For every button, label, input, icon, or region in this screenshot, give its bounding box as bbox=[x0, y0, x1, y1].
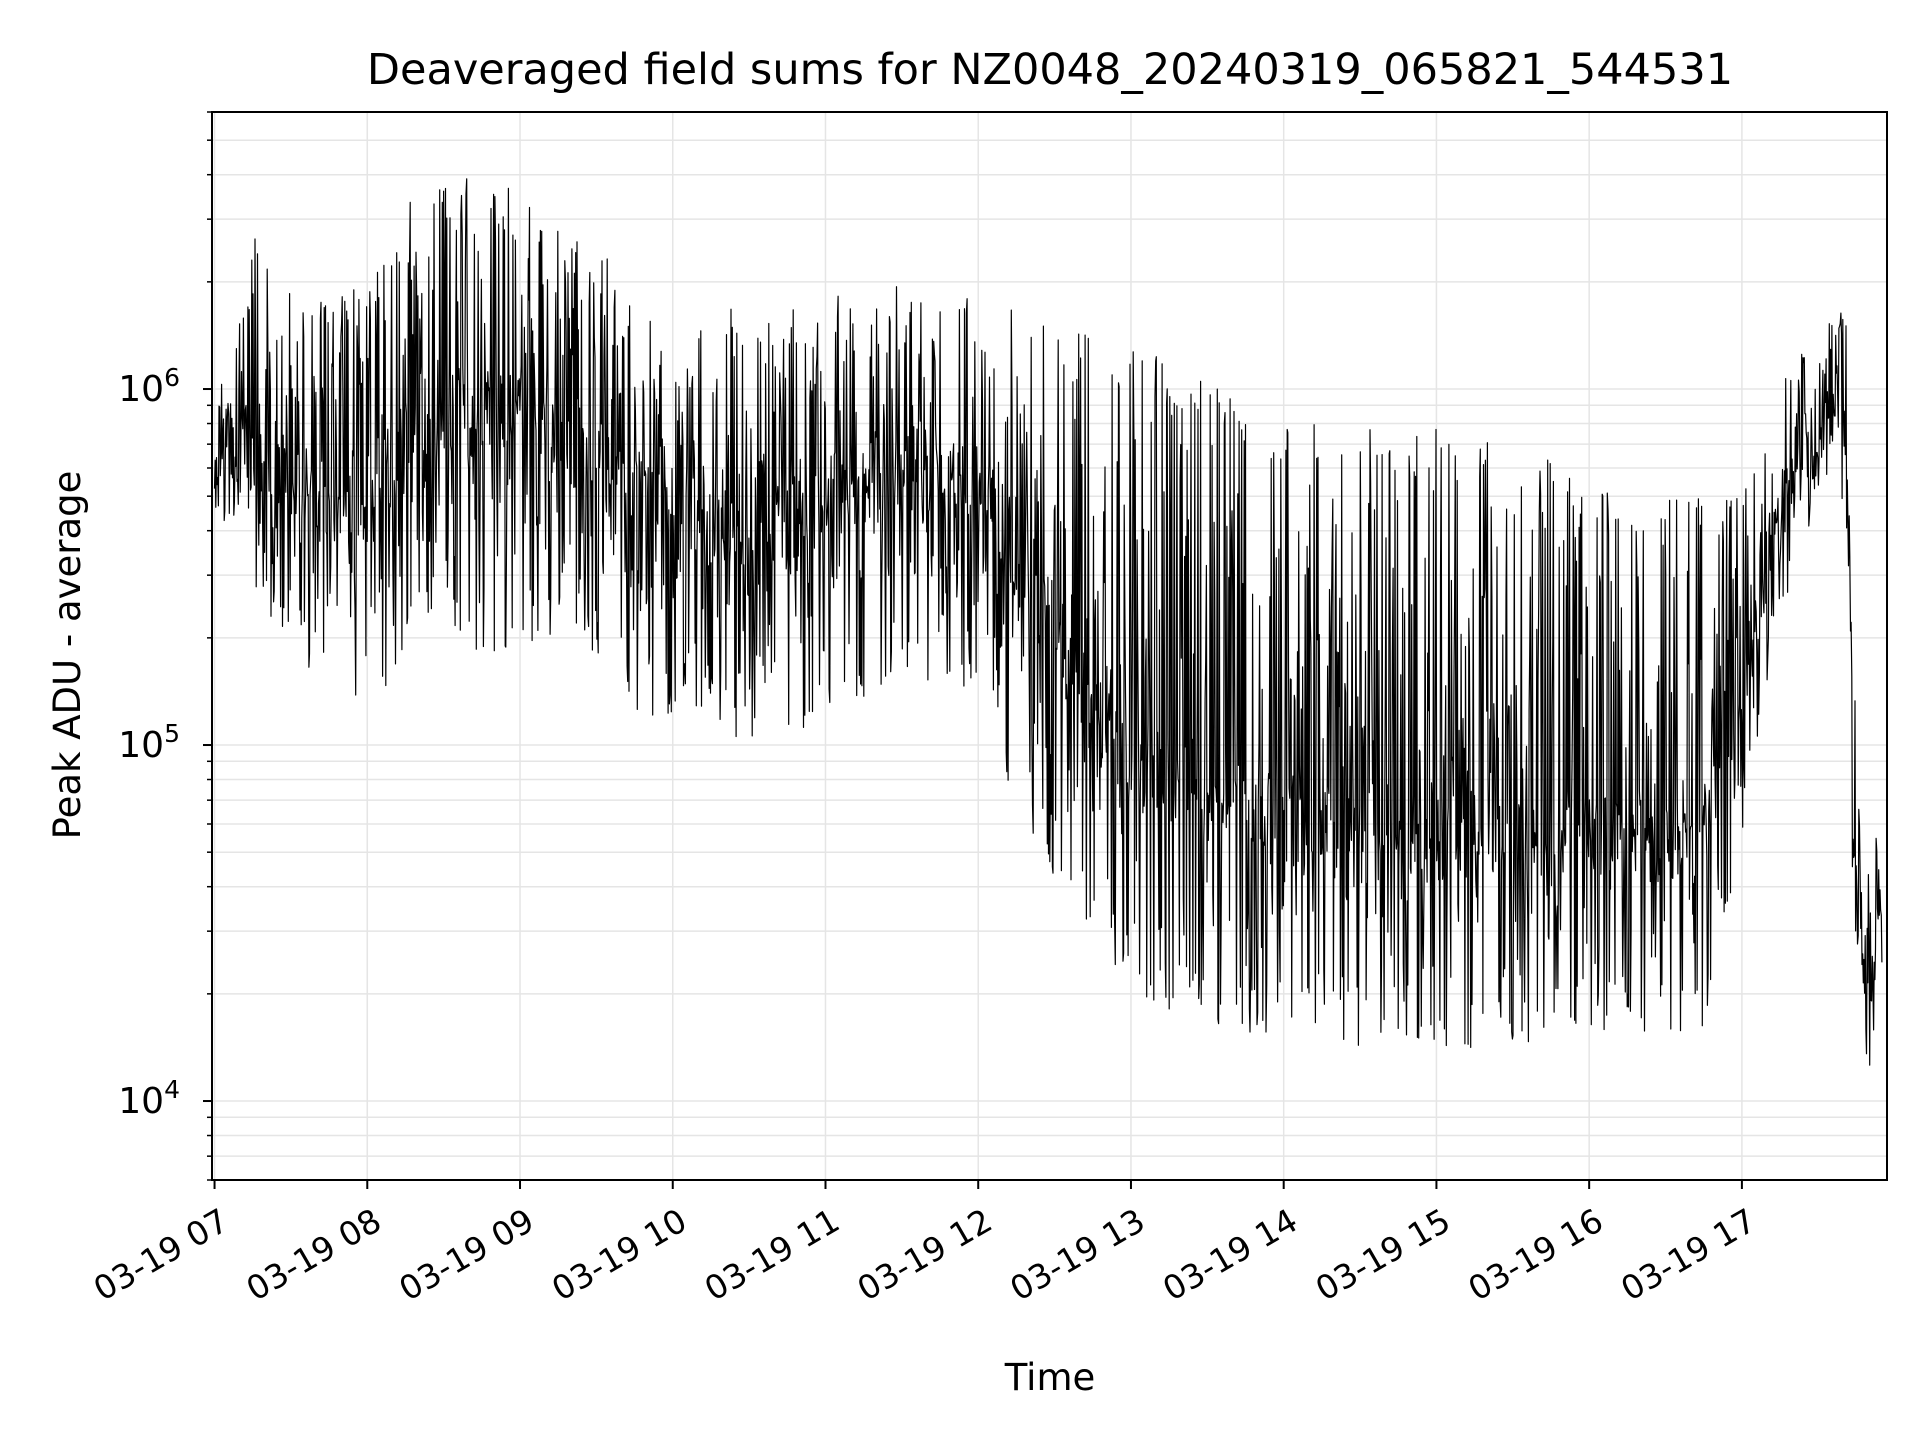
y-tick-label: 106 bbox=[118, 363, 180, 410]
data-series bbox=[213, 178, 1883, 1066]
y-axis-label: Peak ADU - average bbox=[46, 471, 89, 840]
series-line bbox=[213, 178, 1883, 1066]
x-axis-label: Time bbox=[1004, 1356, 1096, 1399]
y-tick-label: 105 bbox=[118, 719, 180, 766]
plot-frame bbox=[211, 111, 1888, 1181]
y-tick-label: 104 bbox=[118, 1075, 180, 1122]
chart-title: Deaveraged field sums for NZ0048_2024031… bbox=[367, 45, 1733, 95]
